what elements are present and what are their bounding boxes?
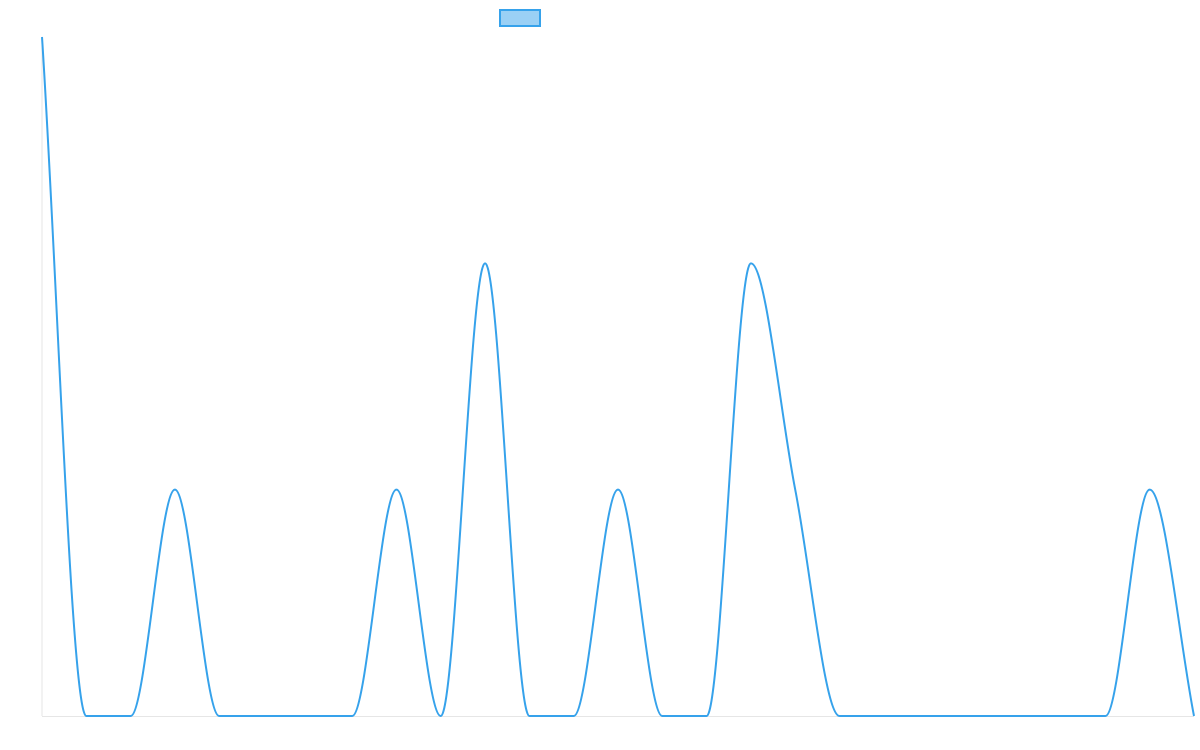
data-point[interactable]	[834, 710, 846, 722]
data-point[interactable]	[125, 710, 137, 722]
data-point[interactable]	[1144, 484, 1156, 496]
data-point[interactable]	[656, 710, 668, 722]
data-point[interactable]	[789, 484, 801, 496]
data-point[interactable]	[390, 484, 402, 496]
data-point[interactable]	[1011, 710, 1023, 722]
data-point[interactable]	[966, 710, 978, 722]
data-point[interactable]	[1099, 710, 1111, 722]
data-point[interactable]	[612, 484, 624, 496]
series-layer	[36, 31, 1200, 722]
legend-swatch[interactable]	[499, 9, 541, 27]
data-point[interactable]	[479, 257, 491, 269]
data-point[interactable]	[701, 710, 713, 722]
data-point[interactable]	[213, 710, 225, 722]
data-point[interactable]	[745, 257, 757, 269]
data-point[interactable]	[346, 710, 358, 722]
data-point[interactable]	[568, 710, 580, 722]
data-point[interactable]	[80, 710, 92, 722]
data-point[interactable]	[36, 31, 48, 43]
legend[interactable]	[499, 9, 541, 27]
data-point[interactable]	[523, 710, 535, 722]
data-point[interactable]	[258, 710, 270, 722]
data-point[interactable]	[169, 484, 181, 496]
axes	[41, 37, 1194, 717]
data-point[interactable]	[1055, 710, 1067, 722]
data-point[interactable]	[1188, 710, 1200, 722]
data-point[interactable]	[922, 710, 934, 722]
data-point[interactable]	[878, 710, 890, 722]
data-point[interactable]	[302, 710, 314, 722]
data-point[interactable]	[435, 710, 447, 722]
series-line-0	[41, 36, 1195, 717]
